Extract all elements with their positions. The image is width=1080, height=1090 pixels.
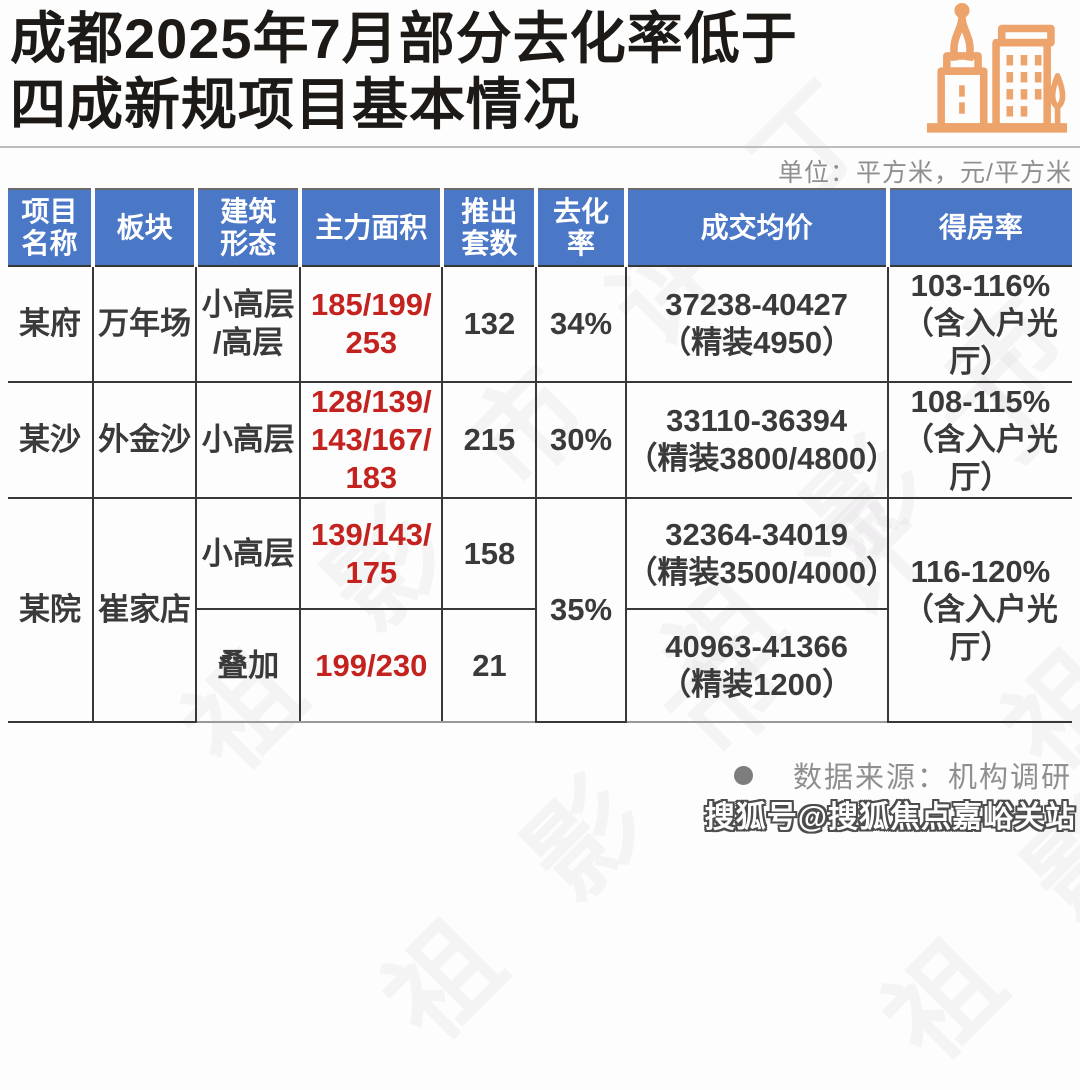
col-header-project-name: 项目 名称 — [8, 188, 94, 266]
cell-avg-price: 37238-40427 （精装4950） — [624, 265, 889, 383]
cell-avg-price: 33110-36394 （精装3800/4800） — [624, 381, 897, 499]
cell-building-type: 小高层 — [195, 497, 302, 610]
cell-project-name: 某府 — [8, 265, 95, 383]
header-divider — [0, 146, 1080, 148]
unit-note: 单位：平方米，元/平方米 — [778, 159, 1072, 187]
col-header-area: 板块 — [91, 188, 197, 266]
table-row: 某府 万年场 小高层 /高层 185/199/ 253 132 34% 3723… — [8, 265, 1072, 383]
cell-area: 崔家店 — [92, 497, 198, 723]
cell-project-name: 某沙 — [8, 381, 95, 499]
page-title-line1: 成都2025年7月部分去化率低于 — [10, 7, 798, 70]
dome-shape — [950, 13, 974, 62]
data-source: 数据来源：机构调研 — [733, 754, 1072, 796]
cell-main-sizes: 185/199/ 253 — [299, 265, 444, 383]
cell-building-type: 小高层 — [195, 381, 302, 499]
table-header-row: 项目 名称 板块 建筑 形态 主力面积 推出 套数 去化 率 成交均价 得房率 — [8, 188, 1072, 266]
cell-main-sizes: 139/143/ 175 — [299, 497, 444, 610]
page-title-line2: 四成新规项目基本情况 — [10, 73, 580, 136]
cell-usable-ratio: 103-116% （含入户光厅） — [886, 265, 1072, 383]
cell-building-type: 叠加 — [196, 608, 302, 723]
table-row: 某沙 外金沙 小高层 128/139/ 143/167/ 183 215 30%… — [8, 381, 1072, 499]
cell-units-launched: 215 — [441, 381, 538, 499]
cell-units-launched: 132 — [441, 265, 538, 383]
cell-absorption-rate: 34% — [535, 265, 627, 383]
cell-area: 万年场 — [92, 265, 198, 383]
table-row: 某院 崔家店 小高层 139/143/ 175 158 35% 32364-34… — [8, 497, 1072, 723]
page-title: 成都2025年7月部分去化率低于 四成新规项目基本情况 — [10, 6, 920, 138]
cell-area: 外金沙 — [92, 381, 198, 499]
dome-finial — [954, 2, 970, 19]
cell-units-launched: 158 — [441, 497, 538, 610]
col-header-avg-price: 成交均价 — [623, 188, 888, 266]
col-header-building-type: 建筑 形态 — [194, 188, 301, 266]
col-header-usable-ratio: 得房率 — [885, 188, 1072, 266]
col-header-units-launched: 推出 套数 — [440, 188, 537, 266]
tree-shape — [1049, 73, 1066, 110]
projects-table: 项目 名称 板块 建筑 形态 主力面积 推出 套数 去化 率 成交均价 得房率 … — [8, 188, 1072, 723]
cell-units-launched: 21 — [441, 608, 538, 723]
cell-main-sizes: 128/139/ 143/167/ 183 — [299, 381, 444, 499]
cell-absorption-rate: 35% — [535, 497, 627, 723]
sohu-byline-watermark: 搜狐号@搜狐焦点嘉峪关站 — [704, 801, 1076, 834]
cell-usable-ratio: 116-120% （含入户光厅） — [886, 497, 1072, 723]
col-header-absorption-rate: 去化 率 — [534, 188, 626, 266]
cell-building-type: 小高层 /高层 — [195, 265, 302, 383]
col-header-main-sizes: 主力面积 — [298, 188, 443, 266]
data-source-label: 数据来源：机构调研 — [792, 762, 1072, 794]
cell-avg-price: 32364-34019 （精装3500/4000） — [624, 497, 897, 610]
buildings-icon — [926, 2, 1068, 133]
cell-usable-ratio: 108-115% （含入户光厅） — [886, 381, 1072, 499]
cell-main-sizes: 199/230 — [299, 608, 444, 723]
cell-project-name: 某院 — [8, 497, 95, 723]
cell-absorption-rate: 30% — [535, 381, 627, 499]
table-row: 叠加 199/230 21 40963-41366 （精装1200） — [8, 608, 1072, 723]
cell-avg-price: 40963-41366 （精装1200） — [624, 608, 888, 723]
bullet-icon — [733, 765, 753, 785]
windows — [1006, 55, 1042, 117]
